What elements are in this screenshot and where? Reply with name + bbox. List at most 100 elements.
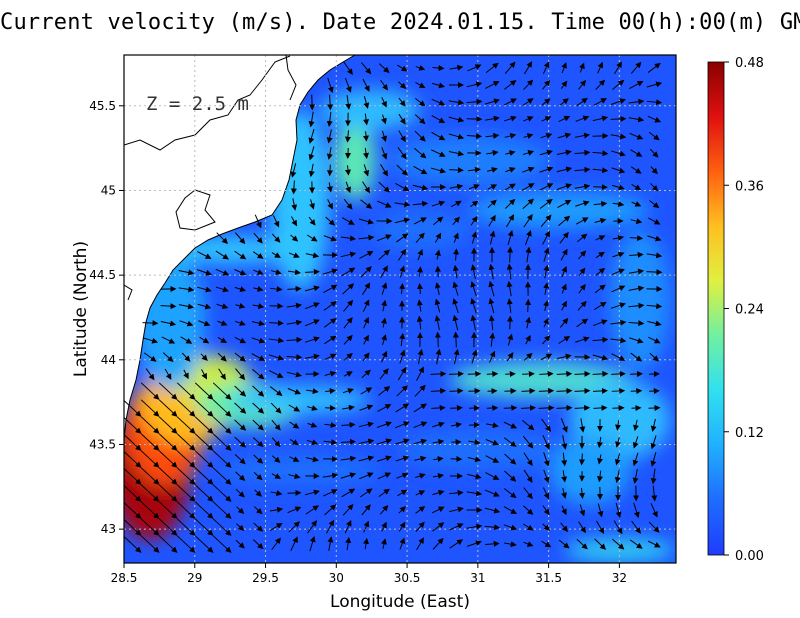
velocity-arrow	[612, 201, 625, 208]
velocity-arrow	[252, 251, 264, 259]
velocity-arrow	[252, 437, 264, 448]
velocity-arrow	[432, 537, 444, 550]
velocity-arrow	[286, 371, 302, 378]
velocity-arrow	[252, 419, 264, 431]
velocity-arrow	[180, 336, 193, 344]
velocity-arrow	[575, 115, 590, 122]
velocity-arrow	[398, 113, 406, 125]
velocity-arrow	[161, 336, 176, 344]
velocity-arrow	[376, 455, 392, 462]
velocity-arrow	[540, 353, 553, 361]
velocity-arrow	[140, 535, 160, 553]
velocity-arrow	[363, 95, 370, 109]
velocity-arrow	[541, 98, 551, 106]
velocity-arrow	[523, 61, 533, 75]
velocity-arrow	[412, 184, 429, 191]
velocity-arrow	[361, 504, 371, 516]
velocity-arrow	[381, 130, 387, 143]
velocity-arrow	[194, 382, 214, 400]
velocity-arrow	[343, 198, 353, 210]
velocity-arrow	[124, 535, 142, 553]
velocity-arrow	[343, 334, 353, 345]
velocity-arrow	[306, 234, 318, 242]
velocity-arrow	[524, 230, 532, 246]
velocity-arrow	[414, 384, 426, 397]
velocity-arrow	[435, 348, 442, 365]
velocity-arrow	[466, 81, 483, 88]
velocity-arrow	[448, 99, 465, 106]
velocity-arrow	[212, 433, 232, 451]
velocity-arrow	[597, 503, 604, 518]
velocity-arrow	[578, 453, 585, 466]
velocity-arrow	[140, 518, 160, 536]
velocity-arrow	[574, 166, 591, 173]
velocity-arrow	[452, 216, 460, 226]
velocity-arrow	[217, 337, 227, 344]
velocity-arrow	[140, 399, 160, 417]
velocity-arrow	[507, 229, 514, 246]
velocity-arrow	[160, 303, 177, 310]
velocity-arrow	[378, 63, 390, 74]
velocity-arrow	[592, 167, 609, 174]
velocity-arrow	[541, 540, 552, 548]
velocity-arrow	[142, 337, 159, 344]
velocity-arrow	[176, 518, 196, 536]
velocity-arrow	[431, 131, 446, 141]
velocity-arrow	[270, 402, 282, 414]
velocity-arrow	[396, 233, 409, 243]
x-tick-label: 29	[187, 571, 202, 585]
velocity-arrow	[399, 349, 406, 364]
velocity-arrow	[324, 353, 337, 361]
velocity-arrow	[345, 536, 352, 551]
velocity-arrow	[484, 98, 500, 105]
velocity-arrow	[269, 506, 284, 513]
velocity-arrow	[452, 331, 459, 348]
velocity-arrow	[252, 539, 264, 550]
velocity-arrow	[539, 183, 554, 191]
velocity-arrow	[434, 249, 441, 260]
velocity-arrow	[271, 537, 281, 551]
velocity-arrow	[432, 65, 445, 72]
velocity-arrow	[522, 198, 534, 210]
velocity-arrow	[557, 149, 572, 156]
velocity-arrow	[308, 216, 316, 226]
velocity-arrow	[489, 332, 496, 347]
velocity-arrow	[543, 300, 549, 312]
velocity-arrow	[322, 268, 339, 275]
velocity-arrow	[326, 182, 333, 193]
velocity-arrow	[504, 132, 517, 139]
velocity-arrow	[506, 298, 513, 313]
velocity-arrow	[342, 283, 355, 295]
velocity-arrow	[614, 453, 621, 466]
velocity-arrow	[290, 180, 297, 195]
velocity-arrow	[592, 336, 609, 343]
velocity-arrow	[304, 302, 320, 310]
velocity-arrow	[579, 418, 586, 433]
velocity-arrow	[448, 150, 465, 157]
velocity-arrow	[287, 489, 302, 496]
velocity-arrow	[286, 319, 303, 326]
velocity-arrow	[286, 336, 303, 343]
velocity-arrow	[414, 455, 427, 462]
velocity-arrow	[395, 183, 410, 192]
velocity-arrow	[539, 370, 554, 377]
velocity-arrow	[212, 416, 232, 434]
velocity-arrow	[305, 456, 319, 463]
velocity-arrow	[615, 420, 621, 431]
velocity-arrow	[434, 315, 441, 331]
velocity-arrow	[595, 520, 605, 535]
velocity-arrow	[234, 320, 246, 326]
velocity-arrow	[399, 332, 406, 347]
velocity-arrow	[467, 473, 482, 480]
velocity-arrow	[578, 267, 586, 276]
velocity-arrow	[235, 303, 246, 309]
velocity-arrow	[647, 320, 662, 327]
velocity-arrow	[308, 128, 315, 144]
velocity-arrow	[595, 251, 605, 259]
velocity-arrow	[362, 352, 370, 362]
velocity-arrow	[632, 452, 639, 467]
velocity-arrow	[650, 183, 659, 192]
velocity-arrow	[212, 518, 232, 536]
velocity-arrow	[380, 79, 389, 91]
velocity-arrow	[611, 150, 626, 157]
